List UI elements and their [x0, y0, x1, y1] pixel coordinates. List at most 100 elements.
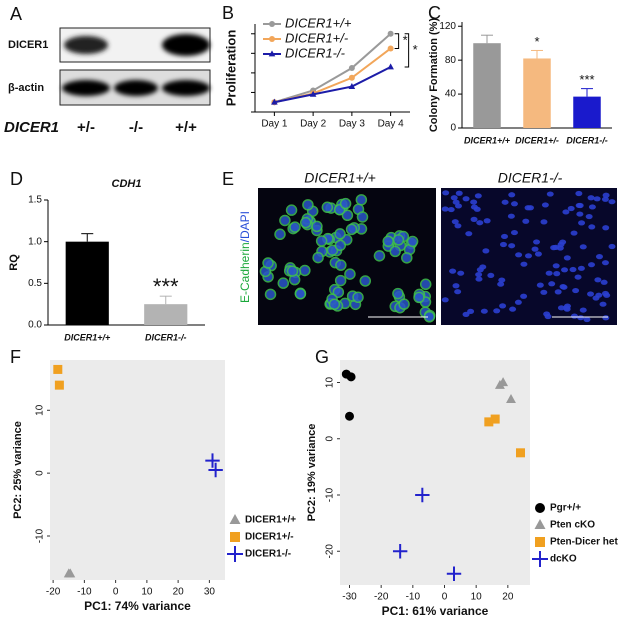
nucleus — [483, 218, 491, 224]
cell — [352, 291, 364, 304]
y-axis-label: RQ — [8, 254, 20, 271]
cell — [373, 250, 386, 262]
nucleus — [587, 195, 595, 201]
nucleus — [592, 295, 600, 301]
annotation: * — [413, 42, 418, 57]
nucleus — [499, 241, 507, 248]
x-tick-label: DICER1-/- — [566, 135, 608, 145]
nucleus — [451, 219, 459, 225]
nucleus — [575, 190, 583, 197]
cell — [312, 251, 324, 264]
plot-background — [340, 360, 530, 585]
legend-label: DICER1+/- — [285, 30, 349, 45]
legend-label: Pten cKO — [550, 520, 595, 531]
cell — [274, 228, 286, 241]
x-tick-label: Day 1 — [261, 119, 288, 130]
x-axis-label: PC1: 74% variance — [84, 599, 191, 613]
legend-label: Pgr+/+ — [550, 503, 581, 514]
lane-label: +/- — [77, 119, 95, 136]
y-tick-label: 10 — [325, 377, 336, 389]
nucleus — [442, 190, 450, 196]
cell — [392, 234, 405, 246]
y-axis-label: Colony Formation (%) — [428, 18, 440, 133]
x-tick-label: -30 — [342, 592, 357, 603]
bracket — [404, 33, 410, 68]
bar — [523, 58, 551, 128]
band — [62, 80, 110, 96]
nucleus — [554, 289, 562, 295]
x-tick-label: 10 — [471, 592, 483, 603]
marker — [271, 98, 278, 105]
micrographs: E DICER1+/+ DICER1-/- E-Cadherin/DAPI — [222, 169, 617, 325]
x-tick-label: Day 3 — [339, 119, 366, 130]
chart-title: CDH1 — [112, 178, 142, 190]
band — [162, 80, 210, 96]
legend-label: DICER1-/- — [285, 45, 346, 60]
marker — [484, 417, 494, 427]
y-tick-label: 120 — [439, 21, 456, 32]
nucleus — [557, 305, 565, 311]
nucleus — [509, 306, 517, 312]
marker — [535, 537, 545, 547]
marker — [387, 63, 394, 70]
legend-label: DICER1+/- — [245, 532, 294, 543]
nucleus — [514, 299, 522, 305]
nucleus — [601, 196, 609, 202]
legend-label: DICER1+/+ — [245, 515, 296, 526]
x-tick-label: 30 — [204, 587, 216, 598]
nucleus — [455, 190, 463, 196]
bar — [65, 241, 109, 325]
legend-label: dcKO — [550, 554, 577, 565]
chart: C 0 40 80 120 DICER1+/+ DICER1+/- * DICER1-/- ***… — [428, 3, 612, 145]
y-axis-label: PC2: 19% variance — [306, 424, 318, 522]
marker — [490, 414, 500, 424]
nucleus — [531, 246, 539, 252]
nucleus — [533, 239, 541, 245]
cell — [286, 265, 299, 277]
genotype-title: DICER1 — [4, 119, 59, 136]
row-label: β-actin — [8, 82, 44, 94]
nucleus — [576, 202, 584, 209]
cell — [299, 264, 311, 277]
nucleus — [595, 254, 603, 260]
nucleus — [562, 209, 570, 215]
x-axis-label: PC1: 61% variance — [382, 604, 489, 618]
cell — [419, 278, 432, 291]
nucleus — [510, 229, 518, 236]
nucleus — [588, 204, 596, 210]
cell — [401, 252, 413, 264]
nucleus — [546, 191, 554, 197]
chart: G -30 -20 -10 0 10 20 -20 -10 0 10 Pgr+/+ Pten cKO Pt… — [306, 347, 619, 618]
x-tick-label: -10 — [77, 587, 92, 598]
marker — [506, 393, 516, 403]
nucleus — [508, 192, 516, 198]
marker — [387, 45, 394, 52]
marker — [54, 380, 64, 390]
cell — [359, 275, 372, 287]
nucleus — [497, 281, 505, 287]
annotation: *** — [579, 72, 594, 87]
cell — [262, 257, 274, 269]
nucleus — [508, 243, 516, 249]
nucleus — [578, 220, 586, 226]
nucleus — [608, 199, 616, 205]
nucleus — [574, 274, 582, 280]
nucleus — [476, 220, 484, 226]
y-tick-label: 0.5 — [28, 278, 42, 289]
y-tick-label: 0 — [35, 470, 46, 476]
nucleus — [570, 313, 578, 319]
cell — [392, 287, 404, 300]
cell — [356, 211, 369, 223]
y-tick-label: 1.0 — [28, 236, 42, 247]
nucleus — [501, 233, 509, 240]
annotation: *** — [153, 274, 179, 299]
marker — [348, 74, 355, 81]
marker — [415, 487, 430, 503]
nucleus — [540, 289, 548, 295]
nucleus — [569, 266, 577, 273]
marker — [535, 503, 545, 513]
nucleus — [470, 216, 478, 222]
nucleus — [479, 264, 487, 270]
y-tick-label: -10 — [325, 487, 336, 502]
bracket — [394, 33, 400, 49]
